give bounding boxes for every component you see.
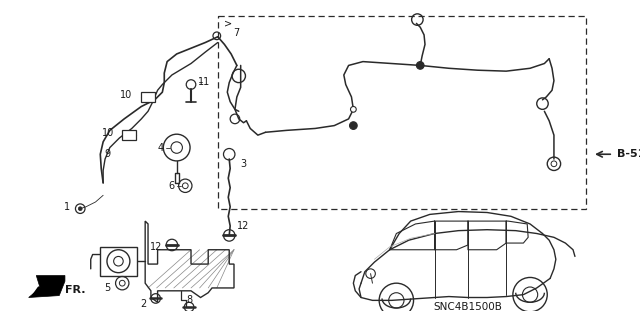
Text: 9: 9 <box>104 149 110 159</box>
Circle shape <box>417 62 424 69</box>
Circle shape <box>78 207 82 211</box>
Text: 10: 10 <box>120 90 132 100</box>
Polygon shape <box>29 276 65 298</box>
Bar <box>141 92 155 102</box>
Text: >: > <box>225 19 232 28</box>
Bar <box>218 16 586 209</box>
Text: 10: 10 <box>102 128 114 138</box>
Text: 11: 11 <box>198 77 211 87</box>
Text: 12: 12 <box>237 221 250 231</box>
Text: SNC4B1500B: SNC4B1500B <box>433 302 502 312</box>
Text: 6: 6 <box>169 181 175 191</box>
Text: FR.: FR. <box>65 285 86 295</box>
Text: 2: 2 <box>140 299 147 309</box>
Text: B-51: B-51 <box>617 149 640 159</box>
Bar <box>100 247 136 276</box>
Bar <box>613 147 640 162</box>
Circle shape <box>349 122 357 130</box>
Text: 1: 1 <box>64 202 70 212</box>
Circle shape <box>351 107 356 112</box>
Text: 5: 5 <box>104 283 110 293</box>
Text: 8: 8 <box>186 295 192 305</box>
Text: 12: 12 <box>150 242 163 252</box>
Text: 3: 3 <box>241 159 246 169</box>
Text: 4: 4 <box>157 143 163 152</box>
Text: 7: 7 <box>233 28 239 38</box>
Bar <box>122 130 136 140</box>
